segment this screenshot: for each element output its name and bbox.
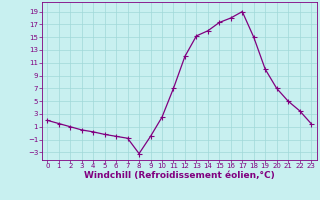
X-axis label: Windchill (Refroidissement éolien,°C): Windchill (Refroidissement éolien,°C) [84, 171, 275, 180]
